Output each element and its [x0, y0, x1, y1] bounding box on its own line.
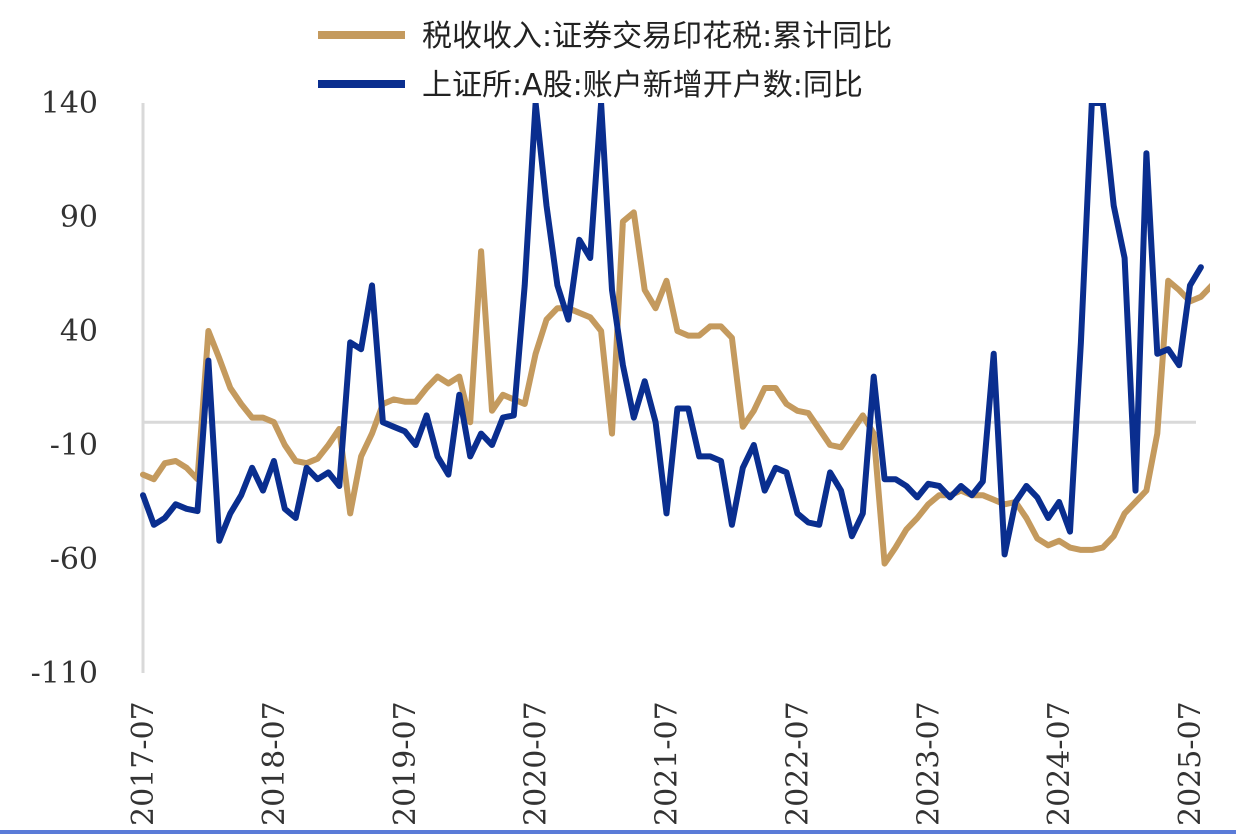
- y-tick-label: -110: [31, 656, 98, 691]
- bottom-border: [0, 830, 1236, 834]
- x-tick-label: 2020-07: [519, 701, 554, 826]
- y-axis-ticks: 140 90 40 -10 -60 -110: [31, 86, 98, 691]
- x-tick-label: 2022-07: [780, 701, 815, 826]
- y-tick-label: -60: [50, 542, 98, 577]
- x-tick-label: 2025-07: [1173, 701, 1208, 826]
- x-tick-label: 2018-07: [257, 701, 292, 826]
- series-layer: [140, 103, 1210, 567]
- y-tick-label: 90: [60, 200, 98, 235]
- legend-label-new-accounts: 上证所:A股:账户新增开户数:同比: [422, 68, 863, 103]
- y-tick-label: 40: [60, 314, 98, 349]
- x-tick-label: 2021-07: [650, 701, 685, 826]
- x-axis-ticks: 2017-07 2018-07 2019-07 2020-07 2021-07 2022-…: [126, 701, 1208, 826]
- series-line-new-accounts: [140, 103, 1204, 558]
- y-tick-label: 140: [41, 86, 98, 121]
- x-tick-label: 2017-07: [126, 701, 161, 826]
- chart-legend: 税收收入:证券交易印花税:累计同比 上证所:A股:账户新增开户数:同比: [318, 19, 892, 103]
- x-tick-label: 2024-07: [1042, 701, 1077, 826]
- legend-label-stamp-duty: 税收收入:证券交易印花税:累计同比: [422, 19, 892, 54]
- x-tick-label: 2023-07: [911, 701, 946, 826]
- chart-axes: [141, 103, 1196, 673]
- series-line-stamp-duty: [140, 209, 1210, 567]
- x-tick-label: 2019-07: [388, 701, 423, 826]
- y-tick-label: -10: [50, 428, 98, 463]
- legend-entry-new-accounts: 上证所:A股:账户新增开户数:同比: [318, 68, 863, 103]
- legend-entry-stamp-duty: 税收收入:证券交易印花税:累计同比: [318, 19, 892, 54]
